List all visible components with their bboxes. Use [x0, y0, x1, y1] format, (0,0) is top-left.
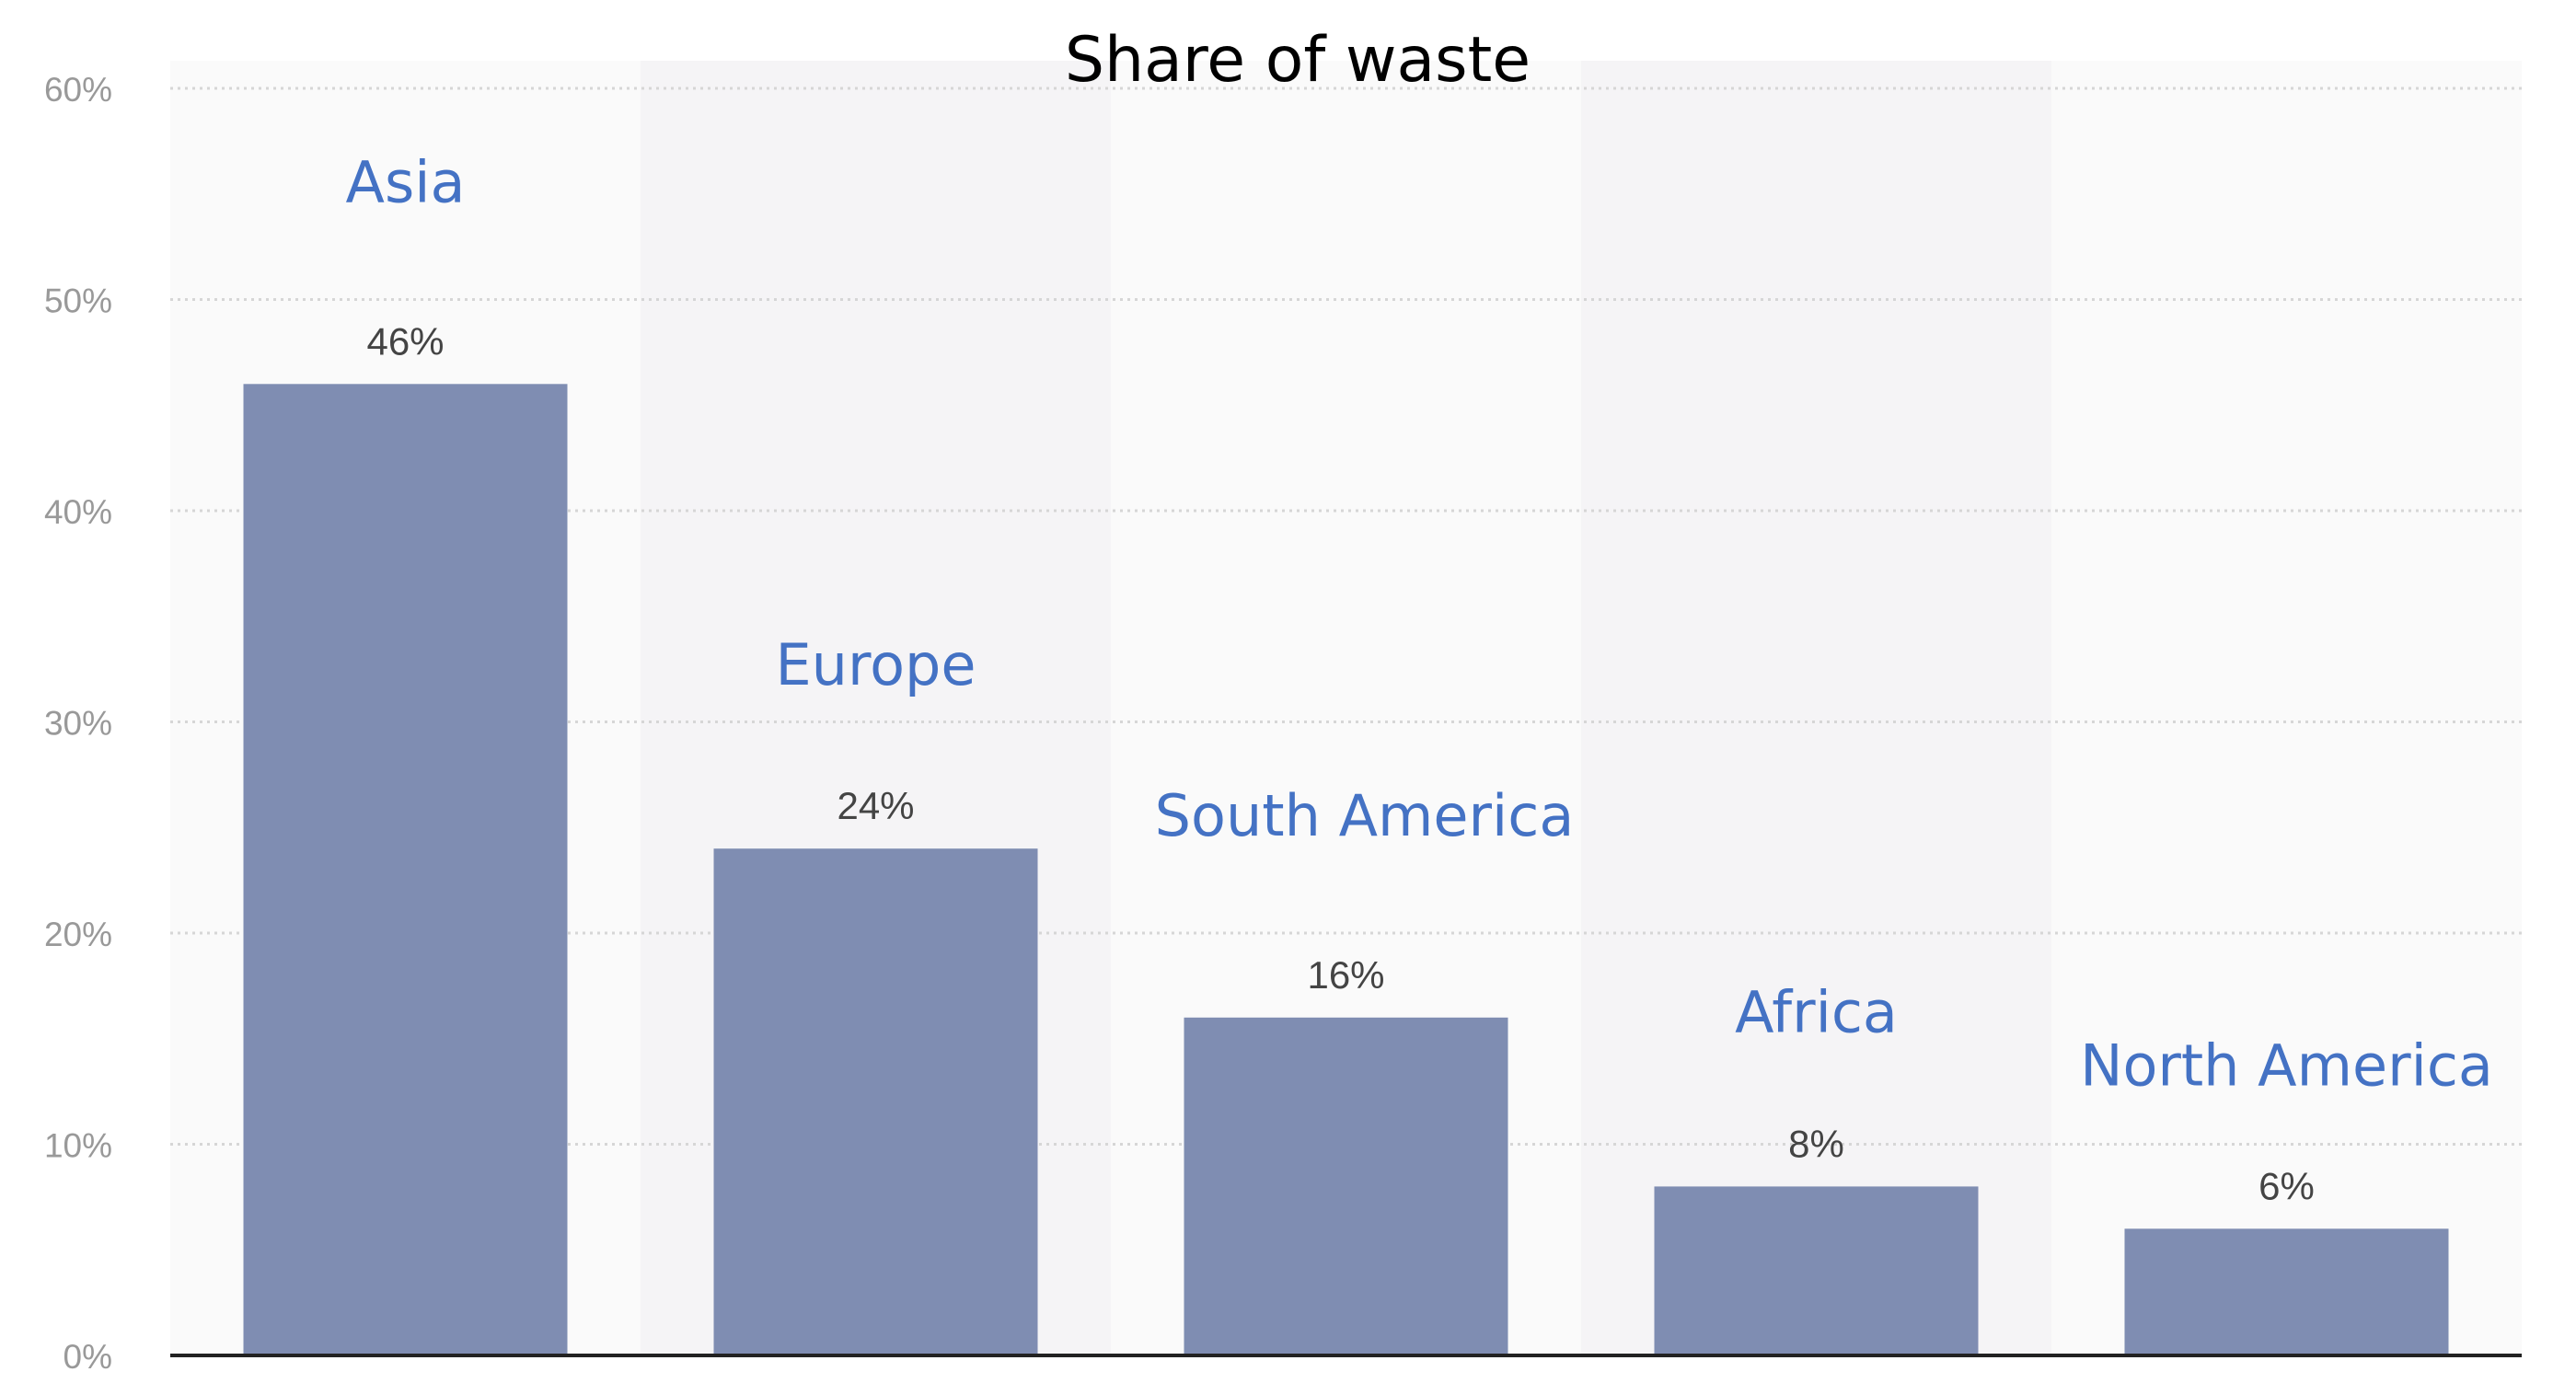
y-tick-label: 20% [44, 916, 112, 953]
y-tick-label: 50% [44, 282, 112, 320]
category-label: Africa [1735, 978, 1898, 1045]
bar [243, 384, 568, 1355]
bars [243, 384, 2449, 1355]
value-labels: 46% 24% 16% 8% 6% [366, 319, 2314, 1207]
bar [1184, 1017, 1508, 1355]
chart-title: Share of waste [1065, 24, 1531, 97]
category-label: North America [2080, 1032, 2493, 1099]
plot-band [1581, 61, 2051, 1355]
category-label: South America [1155, 782, 1575, 849]
value-label: 6% [2258, 1164, 2315, 1207]
bar [1654, 1186, 1979, 1355]
category-label: Asia [346, 148, 466, 215]
y-tick-label: 40% [44, 493, 112, 531]
plot-band [2051, 61, 2522, 1355]
y-tick-label: 30% [44, 705, 112, 743]
y-axis-ticks: 0% 10% 20% 30% 40% 50% 60% [44, 71, 112, 1376]
value-label: 16% [1307, 953, 1384, 997]
bar [2124, 1228, 2449, 1355]
bar [713, 848, 1038, 1355]
category-labels: Asia Europe South America Africa North Ameri… [346, 148, 2493, 1099]
plot-bands [170, 61, 2522, 1355]
value-label: 46% [366, 319, 444, 363]
y-tick-label: 0% [64, 1338, 112, 1376]
value-label: 24% [837, 784, 914, 827]
value-label: 8% [1788, 1122, 1844, 1165]
y-tick-label: 10% [44, 1127, 112, 1165]
y-tick-label: 60% [44, 71, 112, 109]
category-label: Europe [775, 631, 976, 698]
